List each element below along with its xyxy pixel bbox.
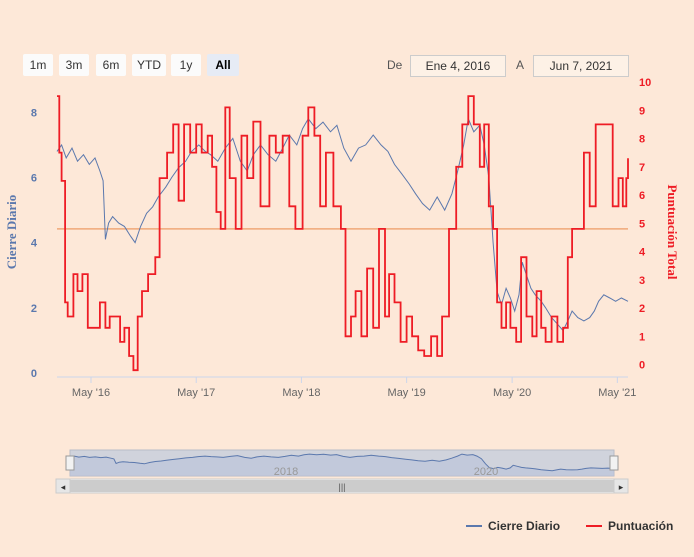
- y-left-tick-label: 8: [31, 107, 37, 119]
- y-right-tick-label: 9: [639, 105, 645, 117]
- range-to-label: A: [516, 58, 525, 72]
- y-right-tick-label: 4: [639, 247, 646, 259]
- series-line-cierre: [56, 117, 629, 332]
- plot-area: [56, 95, 629, 372]
- legend-swatch-cierre: [466, 525, 482, 527]
- y-left-tick-label: 2: [31, 303, 37, 315]
- legend-label-puntuacion: Puntuación: [608, 519, 674, 533]
- x-tick-label: May '20: [493, 387, 531, 399]
- navigator-line: [69, 453, 615, 472]
- navigator: 2018 2020: [65, 449, 619, 478]
- y-left-axis-title: Cierre Diario: [4, 195, 19, 269]
- navigator-year-2018: 2018: [274, 466, 298, 478]
- legend-label-cierre: Cierre Diario: [488, 519, 561, 533]
- y-left-tick-label: 4: [31, 238, 38, 250]
- scrollbar-thumb[interactable]: [70, 480, 614, 492]
- x-tick-label: May '19: [388, 387, 426, 399]
- x-tick-label: May '18: [282, 387, 320, 399]
- y-right-tick-label: 10: [639, 77, 651, 89]
- scroll-left-arrow-icon: ◂: [61, 482, 66, 492]
- scrollbar-right-button[interactable]: [613, 478, 629, 494]
- y-right-tick-label: 3: [639, 275, 645, 287]
- range-from-label: De: [387, 58, 403, 72]
- scrollbar-grip-icon: |||: [338, 482, 345, 492]
- x-tick-label: May '21: [598, 387, 636, 399]
- series-line-puntuacion: [57, 95, 629, 372]
- y-right-tick-label: 8: [639, 134, 645, 146]
- navigator-series: [69, 453, 615, 476]
- y-left-tick-label: 6: [31, 172, 37, 184]
- legend-item-cierre[interactable]: Cierre Diario: [466, 519, 560, 533]
- y-right-tick-label: 2: [639, 303, 645, 315]
- x-tick-label: May '17: [177, 387, 215, 399]
- y-right-tick-label: 0: [639, 360, 645, 372]
- scroll-right-arrow-icon: ▸: [619, 482, 624, 492]
- y-left-axis: 0 2 4 6 8: [31, 107, 38, 380]
- navigator-left-handle[interactable]: [65, 455, 75, 471]
- x-tick-label: May '16: [72, 387, 110, 399]
- y-right-axis-title: Puntuación Total: [665, 184, 680, 279]
- y-right-tick-label: 1: [639, 331, 645, 343]
- range-all-button[interactable]: All: [207, 54, 239, 76]
- range-to-input[interactable]: Jun 7, 2021: [533, 55, 629, 77]
- navigator-right-handle[interactable]: [609, 455, 619, 471]
- y-right-tick-label: 5: [639, 218, 645, 230]
- legend-item-puntuacion[interactable]: Puntuación: [586, 519, 673, 533]
- x-axis: May '16 May '17 May '18 May '19 May '20 May '…: [57, 376, 636, 399]
- range-from-input[interactable]: Ene 4, 2016: [410, 55, 506, 77]
- range-ytd-button[interactable]: YTD: [132, 54, 166, 76]
- scrollbar: ||| ◂ ▸: [55, 478, 629, 494]
- y-right-tick-label: 6: [639, 190, 645, 202]
- range-1y-button[interactable]: 1y: [171, 54, 201, 76]
- range-3m-button[interactable]: 3m: [59, 54, 89, 76]
- navigator-year-2020: 2020: [474, 466, 498, 478]
- navigator-area: [70, 454, 614, 476]
- scrollbar-left-button[interactable]: [55, 478, 71, 494]
- legend-swatch-puntuacion: [586, 525, 602, 527]
- range-1m-button[interactable]: 1m: [23, 54, 53, 76]
- y-right-axis: 0 1 2 3 4 5 6 7 8 9 10: [639, 77, 651, 372]
- y-right-tick-label: 7: [639, 162, 645, 174]
- range-6m-button[interactable]: 6m: [96, 54, 126, 76]
- y-left-tick-label: 0: [31, 368, 37, 380]
